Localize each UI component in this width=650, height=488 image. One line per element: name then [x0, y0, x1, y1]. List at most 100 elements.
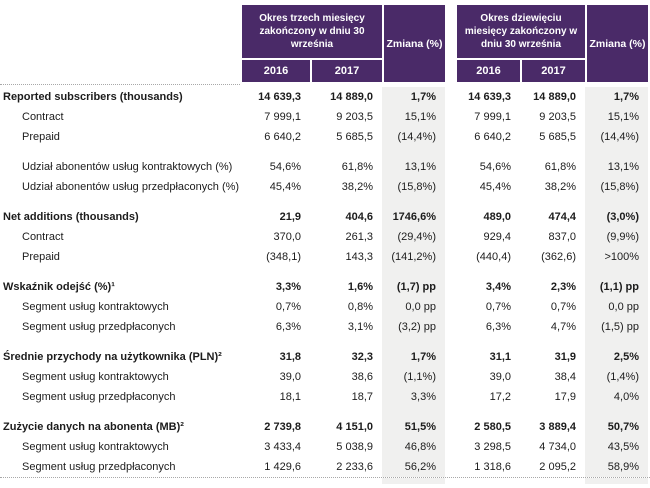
- cell-value: 4,7%: [550, 321, 576, 333]
- cell-value: (362,6): [541, 251, 576, 263]
- cell-value: [242, 480, 310, 484]
- column-gap: [445, 87, 457, 107]
- header-change-col-2: Zmiana (%): [585, 5, 648, 82]
- cell-value: 0,7%: [485, 301, 511, 313]
- table-row: Contract 370,0 261,3 (29,4%) 929,4 837,0 (9,9%…: [0, 227, 650, 247]
- column-gap: [445, 277, 457, 297]
- cell-value: 39,0: [279, 371, 301, 383]
- cell-value: 13,1%: [607, 161, 639, 173]
- kpi-report-table: Okres trzech miesięcy zakończony w dniu …: [0, 5, 650, 488]
- cell-value: 4,0%: [613, 391, 639, 403]
- section-spacer: [0, 197, 650, 207]
- cell-value: 6,3%: [275, 321, 301, 333]
- table-bottom-divider: [0, 477, 650, 478]
- cell-value: 6 640,2: [264, 131, 301, 143]
- cell-value: 15,1%: [607, 111, 639, 123]
- column-gap: [445, 297, 457, 317]
- row-label: Segment usług kontraktowych: [22, 441, 169, 453]
- column-gap: [445, 317, 457, 337]
- cell-value: 404,6: [345, 211, 373, 223]
- cell-value: (15,8%): [397, 181, 436, 193]
- cell-value: (1,1%): [403, 371, 436, 383]
- table-row: Segment usług kontraktowych 39,0 38,6 (1,1%…: [0, 367, 650, 387]
- cell-value: 7 999,1: [474, 111, 511, 123]
- cell-value: 14 639,3: [468, 91, 511, 103]
- cell-value: 0,7%: [275, 301, 301, 313]
- header-change-col-1: Zmiana (%): [382, 5, 445, 82]
- cell-value: 15,1%: [404, 111, 436, 123]
- cell-value: 3,3%: [410, 391, 436, 403]
- cell-value: 5 685,5: [336, 131, 373, 143]
- column-gap: [445, 127, 457, 147]
- cell-value: 9 203,5: [336, 111, 373, 123]
- column-gap: [445, 347, 457, 367]
- cell-value: 14 889,0: [330, 91, 373, 103]
- table-rows: Reported subscribers (thousands) 14 639,3…: [0, 87, 650, 477]
- cell-value: (1,7) pp: [396, 281, 436, 293]
- section-spacer: [0, 147, 650, 157]
- cell-value: 2 739,8: [264, 421, 301, 433]
- table-row: Segment usług kontraktowych 3 433,4 5 038,…: [0, 437, 650, 457]
- table-body: Reported subscribers (thousands) 14 639,3…: [0, 87, 650, 477]
- cell-value: 17,2: [489, 391, 511, 403]
- cell-value: 1,6%: [347, 281, 373, 293]
- cell-value: 0,0 pp: [405, 301, 436, 313]
- cell-value: 51,5%: [404, 421, 436, 433]
- clipped-next-row: Zużycie głosowe na abonenta (min)²: [0, 478, 650, 484]
- change-column-stripe-1-frag: [382, 478, 445, 484]
- table-row: Reported subscribers (thousands) 14 639,3…: [0, 87, 650, 107]
- header-year-2016-ytd: 2016: [457, 58, 520, 82]
- header-group-nine-months: Okres dziewięciu miesięcy zakończony w d…: [457, 5, 585, 58]
- column-gap: [445, 457, 457, 477]
- header-year-2017-q: 2017: [310, 58, 382, 82]
- table-row: Średnie przychody na użytkownika (PLN)² 3…: [0, 347, 650, 367]
- table-row: Segment usług przedpłaconych 6,3% 3,1% (3,2…: [0, 317, 650, 337]
- cell-value: 17,9: [554, 391, 576, 403]
- table-row: Prepaid 6 640,2 5 685,5 (14,4%) 6 640,2 5 685…: [0, 127, 650, 147]
- cell-value: (3,2) pp: [398, 321, 436, 333]
- cell-value: (1,5) pp: [601, 321, 639, 333]
- column-gap: [445, 417, 457, 437]
- header-gap: [445, 5, 457, 82]
- cell-value: 45,4%: [269, 181, 301, 193]
- cell-value: [310, 480, 382, 484]
- cell-value: 32,3: [351, 351, 373, 363]
- cell-value: (1,4%): [606, 371, 639, 383]
- row-label: Segment usług kontraktowych: [22, 371, 169, 383]
- cell-value: [585, 480, 648, 484]
- cell-value: 50,7%: [607, 421, 639, 433]
- cell-value: 2 233,6: [336, 461, 373, 473]
- cell-value: 7 999,1: [264, 111, 301, 123]
- cell-value: (9,9%): [606, 231, 639, 243]
- cell-value: 56,2%: [404, 461, 436, 473]
- cell-value: 43,5%: [607, 441, 639, 453]
- cell-value: [457, 480, 520, 484]
- cell-value: 1,7%: [613, 91, 639, 103]
- header-year-2017-ytd: 2017: [520, 58, 585, 82]
- row-label: Net additions (thousands): [3, 211, 139, 223]
- cell-value: 370,0: [273, 231, 301, 243]
- cell-value: 261,3: [345, 231, 373, 243]
- table-row: Net additions (thousands) 21,9 404,6 1746,6…: [0, 207, 650, 227]
- cell-value: 2 095,2: [539, 461, 576, 473]
- cell-value: 54,6%: [269, 161, 301, 173]
- cell-value: 21,9: [279, 211, 301, 223]
- cell-value: 3,1%: [347, 321, 373, 333]
- cell-value: (14,4%): [600, 131, 639, 143]
- change-column-stripe-1: [382, 87, 445, 477]
- cell-value: 2 580,5: [474, 421, 511, 433]
- cell-value: 143,3: [345, 251, 373, 263]
- cell-value: 2,5%: [613, 351, 639, 363]
- cell-value: 9 203,5: [539, 111, 576, 123]
- table-row: Udział abonentów usług przedpłaconych (%…: [0, 177, 650, 197]
- cell-value: 3,4%: [485, 281, 511, 293]
- cell-value: >100%: [604, 251, 639, 263]
- row-label: Segment usług przedpłaconych: [22, 321, 176, 333]
- row-label: Prepaid: [22, 131, 60, 143]
- column-gap: [445, 367, 457, 387]
- cell-value: 4 734,0: [539, 441, 576, 453]
- cell-value: (348,1): [266, 251, 301, 263]
- cell-value: 6 640,2: [474, 131, 511, 143]
- section-spacer: [0, 337, 650, 347]
- cell-value: [382, 480, 445, 484]
